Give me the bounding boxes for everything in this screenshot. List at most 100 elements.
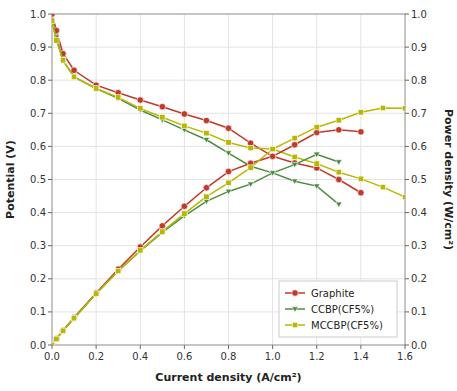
data-point bbox=[314, 161, 319, 166]
y2-tick bbox=[405, 245, 409, 246]
data-point bbox=[204, 194, 209, 199]
data-point bbox=[52, 18, 55, 23]
data-point bbox=[60, 328, 65, 333]
legend-marker bbox=[292, 307, 298, 312]
data-point bbox=[336, 202, 342, 207]
series-line bbox=[52, 108, 405, 345]
y-grid-line bbox=[52, 245, 405, 246]
y2-tick bbox=[405, 113, 409, 114]
y2-tick-label: 0.6 bbox=[411, 141, 427, 152]
x-tick bbox=[52, 345, 53, 349]
data-point bbox=[203, 199, 209, 204]
data-point bbox=[336, 169, 341, 174]
y2-tick bbox=[405, 311, 409, 312]
x-tick bbox=[140, 345, 141, 349]
y-tick bbox=[48, 80, 52, 81]
x-tick-label: 1.4 bbox=[353, 351, 369, 362]
data-point bbox=[71, 314, 77, 320]
series bbox=[52, 18, 405, 200]
y-tick-label: 1.0 bbox=[30, 9, 46, 20]
y-tick bbox=[48, 245, 52, 246]
y-tick bbox=[48, 212, 52, 213]
data-point bbox=[54, 38, 59, 43]
data-point bbox=[292, 154, 297, 159]
data-point bbox=[203, 185, 209, 191]
y-tick bbox=[48, 47, 52, 48]
y-axis-label: Potential (V) bbox=[4, 140, 17, 219]
x-tick-label: 1.2 bbox=[309, 351, 325, 362]
y2-tick-label: 0.1 bbox=[411, 306, 427, 317]
data-point bbox=[269, 153, 275, 159]
x-axis-label: Current density (A/cm²) bbox=[155, 371, 301, 384]
data-point bbox=[225, 168, 231, 174]
series-line bbox=[52, 14, 361, 193]
data-point bbox=[270, 146, 275, 151]
legend-label: Graphite bbox=[311, 288, 355, 299]
y2-tick-label: 0.3 bbox=[411, 240, 427, 251]
data-point bbox=[71, 316, 77, 321]
x-tick-label: 0.2 bbox=[88, 351, 104, 362]
data-point bbox=[138, 106, 143, 111]
data-point bbox=[336, 160, 342, 165]
data-point bbox=[226, 180, 231, 185]
data-point bbox=[60, 327, 66, 333]
y2-tick-label: 0.7 bbox=[411, 108, 427, 119]
x-tick-label: 1.0 bbox=[265, 351, 281, 362]
y-tick bbox=[48, 278, 52, 279]
legend-box bbox=[279, 281, 397, 337]
y-tick-label: 0.9 bbox=[30, 42, 46, 53]
y2-tick bbox=[405, 47, 409, 48]
series bbox=[52, 18, 342, 207]
y2-tick bbox=[405, 345, 409, 346]
x-tick-label: 0.0 bbox=[44, 351, 60, 362]
y-tick-label: 0.4 bbox=[30, 207, 46, 218]
grid bbox=[52, 14, 405, 345]
data-point bbox=[159, 103, 165, 109]
data-point bbox=[52, 18, 55, 23]
data-point bbox=[358, 190, 364, 196]
y2-tick-label: 0.5 bbox=[411, 174, 427, 185]
y-tick-label: 0.5 bbox=[30, 174, 46, 185]
data-point bbox=[54, 336, 59, 341]
data-point bbox=[358, 176, 363, 181]
x-tick-label: 0.4 bbox=[132, 351, 148, 362]
data-point bbox=[52, 342, 55, 345]
y-grid-line bbox=[52, 146, 405, 147]
y-tick bbox=[48, 345, 52, 346]
y-grid-line bbox=[52, 278, 405, 279]
y2-tick bbox=[405, 80, 409, 81]
data-point bbox=[380, 184, 385, 189]
y2-tick-label: 0.0 bbox=[411, 340, 427, 351]
data-point bbox=[226, 140, 231, 145]
data-point bbox=[182, 123, 187, 128]
legend-label: CCBP(CF5%) bbox=[311, 304, 374, 315]
data-point bbox=[358, 110, 363, 115]
x-tick bbox=[405, 345, 406, 349]
data-point bbox=[52, 342, 55, 345]
x-tick-label: 0.8 bbox=[221, 351, 237, 362]
data-point bbox=[60, 58, 66, 63]
data-point bbox=[247, 164, 253, 169]
y-grid-line bbox=[52, 80, 405, 81]
data-point bbox=[204, 130, 209, 135]
legend-label: MCCBP(CF5%) bbox=[311, 320, 383, 331]
y-tick bbox=[48, 14, 52, 15]
y2-tick-label: 0.9 bbox=[411, 42, 427, 53]
y-tick-label: 0.7 bbox=[30, 108, 46, 119]
data-point bbox=[314, 129, 320, 135]
y2-tick-label: 0.2 bbox=[411, 273, 427, 284]
data-point bbox=[225, 189, 231, 194]
x-tick bbox=[96, 345, 97, 349]
x-tick bbox=[360, 345, 361, 349]
chart: 0.00.20.40.60.81.01.21.41.60.00.10.20.30… bbox=[0, 0, 457, 391]
legend-marker bbox=[292, 322, 297, 327]
data-point bbox=[93, 291, 99, 296]
y-tick bbox=[48, 113, 52, 114]
data-point bbox=[115, 269, 121, 274]
x-tick bbox=[184, 345, 185, 349]
data-point bbox=[138, 248, 143, 253]
data-point bbox=[314, 124, 319, 129]
data-point bbox=[336, 176, 342, 182]
data-point bbox=[402, 106, 405, 111]
data-point bbox=[291, 179, 297, 184]
